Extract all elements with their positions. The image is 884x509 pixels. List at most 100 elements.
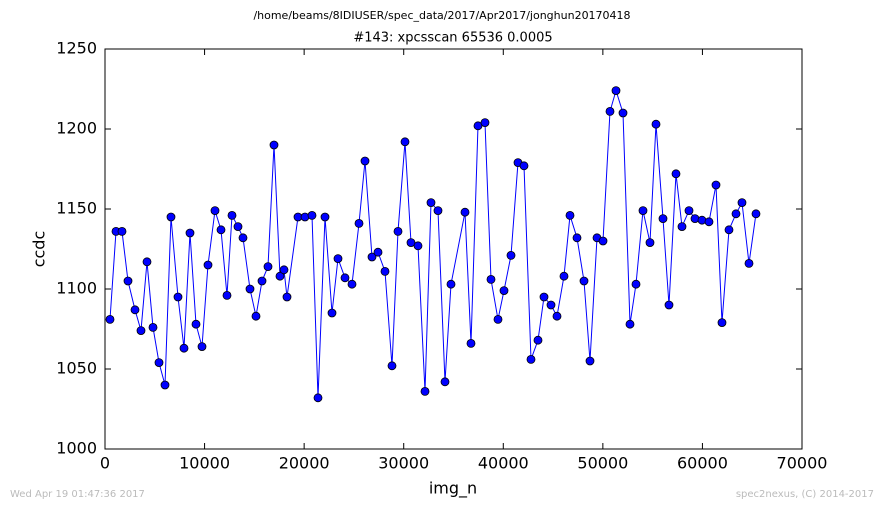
data-point bbox=[313, 393, 323, 403]
data-point bbox=[598, 236, 608, 246]
data-point bbox=[711, 180, 721, 190]
data-point bbox=[611, 86, 621, 95]
x-tick-label: 20000 bbox=[279, 454, 330, 473]
data-point bbox=[269, 140, 279, 150]
data-point bbox=[506, 250, 516, 260]
data-point bbox=[559, 271, 569, 281]
data-point bbox=[605, 107, 615, 116]
data-point bbox=[179, 343, 189, 353]
data-point bbox=[148, 322, 158, 332]
data-point bbox=[466, 338, 476, 348]
data-point bbox=[446, 279, 456, 289]
data-point bbox=[631, 279, 641, 289]
data-point bbox=[203, 260, 213, 270]
data-point bbox=[354, 218, 364, 228]
data-point bbox=[651, 119, 661, 129]
x-tick-label: 50000 bbox=[577, 454, 628, 473]
data-point bbox=[160, 380, 170, 390]
data-point bbox=[387, 361, 397, 371]
data-point bbox=[142, 257, 152, 267]
data-point bbox=[130, 305, 140, 315]
data-point bbox=[684, 206, 694, 216]
data-point bbox=[238, 233, 248, 243]
y-tick-label: 1250 bbox=[56, 39, 97, 58]
x-tick-label: 0 bbox=[100, 454, 110, 473]
data-point bbox=[373, 247, 383, 257]
data-point bbox=[393, 226, 403, 236]
data-point bbox=[526, 354, 536, 364]
data-point bbox=[440, 377, 450, 387]
data-point bbox=[413, 241, 423, 251]
data-point bbox=[638, 206, 648, 216]
data-point bbox=[493, 314, 503, 324]
footer-date: Wed Apr 19 01:47:36 2017 bbox=[10, 489, 145, 500]
data-point bbox=[380, 266, 390, 276]
data-point bbox=[460, 207, 470, 217]
data-point bbox=[340, 273, 350, 283]
data-point bbox=[724, 225, 734, 235]
x-tick-label: 60000 bbox=[677, 454, 728, 473]
data-point bbox=[426, 198, 436, 208]
x-tick-label: 40000 bbox=[478, 454, 529, 473]
data-point bbox=[519, 161, 529, 171]
data-point bbox=[185, 228, 195, 238]
x-tick-label: 10000 bbox=[179, 454, 230, 473]
data-point bbox=[552, 311, 562, 321]
data-point bbox=[154, 358, 164, 368]
data-point bbox=[257, 276, 267, 286]
data-point bbox=[704, 217, 714, 227]
data-point bbox=[618, 108, 628, 118]
data-point bbox=[347, 279, 357, 289]
data-point bbox=[664, 300, 674, 310]
y-tick-label: 1200 bbox=[56, 119, 97, 138]
data-point bbox=[282, 292, 292, 302]
data-point bbox=[191, 319, 201, 329]
data-point bbox=[533, 335, 543, 345]
data-point bbox=[307, 210, 317, 220]
y-tick-label: 1000 bbox=[56, 439, 97, 458]
data-point bbox=[717, 318, 727, 328]
data-point bbox=[227, 210, 237, 220]
data-point bbox=[486, 274, 496, 284]
x-tick-label: 30000 bbox=[378, 454, 429, 473]
data-point bbox=[197, 342, 207, 352]
data-point bbox=[565, 210, 575, 220]
data-point bbox=[645, 238, 655, 248]
data-point bbox=[327, 308, 337, 318]
y-tick-label: 1050 bbox=[56, 359, 97, 378]
y-tick-label: 1100 bbox=[56, 279, 97, 298]
data-point bbox=[245, 284, 255, 294]
data-point bbox=[360, 156, 370, 166]
data-point bbox=[333, 254, 343, 264]
data-point bbox=[539, 292, 549, 302]
data-point bbox=[210, 206, 220, 216]
data-point bbox=[123, 276, 133, 286]
y-axis-label: ccdc bbox=[30, 231, 49, 268]
data-point bbox=[166, 212, 176, 222]
data-point bbox=[222, 290, 232, 300]
data-point bbox=[105, 314, 115, 324]
data-point bbox=[279, 265, 289, 275]
data-point bbox=[433, 206, 443, 216]
x-axis-label: img_n bbox=[429, 479, 477, 499]
data-point bbox=[367, 252, 377, 262]
data-point bbox=[117, 226, 127, 236]
data-point bbox=[658, 214, 668, 224]
data-point bbox=[625, 319, 635, 329]
suptitle: /home/beams/8IDIUSER/spec_data/2017/Apr2… bbox=[253, 9, 630, 22]
data-point bbox=[136, 326, 146, 336]
data-point bbox=[400, 137, 410, 147]
data-point bbox=[677, 222, 687, 232]
data-point bbox=[572, 233, 582, 243]
data-point bbox=[579, 276, 589, 286]
chart-title: #143: xpcsscan 65536 0.0005 bbox=[353, 31, 552, 46]
data-point bbox=[671, 169, 681, 179]
data-point bbox=[744, 258, 754, 268]
data-point bbox=[251, 311, 261, 321]
data-point bbox=[737, 198, 747, 208]
x-tick-label: 70000 bbox=[777, 454, 828, 473]
data-point bbox=[499, 286, 509, 296]
data-line bbox=[109, 88, 757, 398]
